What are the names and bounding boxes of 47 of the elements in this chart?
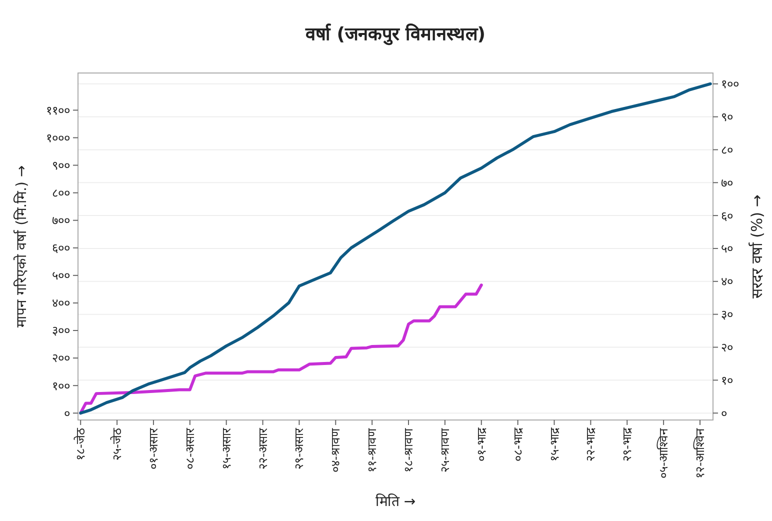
y-tick-label: ६०० [52,241,70,256]
y-tick-label: ० [64,406,70,420]
y-tick-label: ११०० [46,103,70,118]
y-tick-label: ७०० [52,214,70,228]
y2-tick-label: २० [721,340,733,354]
y2-tick-label: १० [721,373,733,388]
y-tick-label: ९०० [52,158,70,172]
y2-tick-label: ३० [721,308,733,322]
y-tick-label: ४०० [52,296,70,310]
y-tick-label: ५०० [52,268,70,283]
y-tick-label: १००० [46,130,70,145]
y2-tick-label: ६० [721,208,733,223]
y-tick-label: ३०० [52,324,70,338]
x-tick-label: २२-असार [256,427,270,470]
x-tick-label: ११-श्रावण [365,428,380,472]
x-tick-label: २२-भाद्र [584,427,598,462]
chart-title: वर्षा (जनकपुर विमानस्थल) [304,23,486,46]
y2-tick-label: ८० [721,142,733,157]
y2-tick-label: ५० [721,242,733,256]
x-tick-label: १८-जेठ [74,427,88,460]
x-tick-label: ०४-श्रावण [328,428,343,472]
x-tick-label: १५-असार [219,427,234,470]
y-tick-label: १०० [52,378,70,393]
y2-tick-label: ४० [721,274,733,289]
y2-axis-title: सरदर वर्षा (%) → [748,194,766,298]
x-axis-title: मिति → [375,493,416,510]
x-tick-label: १२-आश्विन [692,428,707,478]
x-tick-label: ०१-भाद्र [474,427,488,462]
x-tick-label: ०५-आश्विन [656,428,671,478]
y-axis-title: मापन गरिएको वर्षा (मि.मि.) → [13,165,30,328]
x-tick-label: २९-भाद्र [620,427,634,462]
x-tick-label: ०८-असार [182,427,197,470]
x-tick-label: १८-श्रावण [402,428,416,472]
x-tick-label: २५-श्रावण [438,428,452,472]
x-tick-label: ०८-भाद्र [510,427,525,462]
y2-tick-label: ० [721,406,727,420]
y-tick-label: ८०० [52,186,70,200]
x-tick-label: ०१-असार [146,427,160,470]
x-tick-label: १५-भाद्र [547,427,562,462]
x-tick-label: २५-जेठ [110,427,124,460]
line-series [79,82,712,415]
x-tick-label: २९-असार [292,427,306,470]
y2-tick-label: ७० [721,176,733,190]
y2-tick-label: १०० [721,77,739,92]
y-tick-label: २०० [52,351,70,366]
y2-tick-label: ९० [721,110,733,124]
line-series [79,284,483,415]
